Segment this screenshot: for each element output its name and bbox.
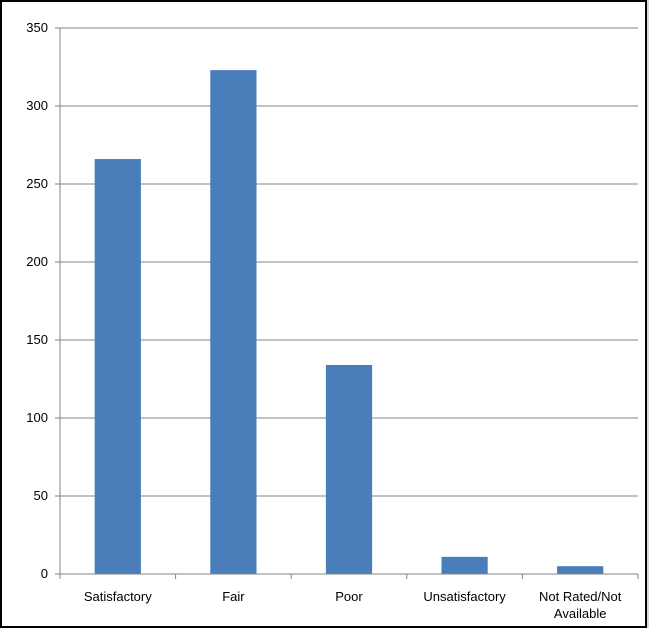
bars bbox=[94, 70, 604, 575]
x-tick-label: Poor bbox=[335, 589, 363, 604]
gridlines bbox=[60, 27, 638, 497]
x-tick-label: Available bbox=[554, 606, 607, 621]
bar-unsatisfactory bbox=[441, 556, 488, 574]
bar-not-rated-not-available bbox=[557, 566, 604, 574]
y-tick-label: 100 bbox=[26, 410, 48, 425]
y-tick-label: 200 bbox=[26, 254, 48, 269]
bar-satisfactory bbox=[94, 159, 141, 575]
y-tick-label: 50 bbox=[34, 488, 48, 503]
bar-poor bbox=[325, 364, 373, 574]
bar-fair bbox=[210, 70, 257, 575]
y-tick-label: 250 bbox=[26, 176, 48, 191]
y-tick-label: 350 bbox=[26, 20, 48, 35]
x-tick-label: Fair bbox=[222, 589, 245, 604]
y-tick-label: 0 bbox=[41, 566, 48, 581]
x-tick-labels: Satisfactory Fair Poor Unsatisfactory Not Ra… bbox=[84, 589, 622, 621]
axes bbox=[55, 27, 639, 579]
x-tick-label: Satisfactory bbox=[84, 589, 152, 604]
y-tick-label: 300 bbox=[26, 98, 48, 113]
x-tick-label: Not Rated/Not bbox=[539, 589, 622, 604]
y-tick-label: 150 bbox=[26, 332, 48, 347]
x-tick-label: Unsatisfactory bbox=[423, 589, 506, 604]
y-tick-labels: 0 50 100 150 200 250 300 350 bbox=[26, 20, 48, 581]
